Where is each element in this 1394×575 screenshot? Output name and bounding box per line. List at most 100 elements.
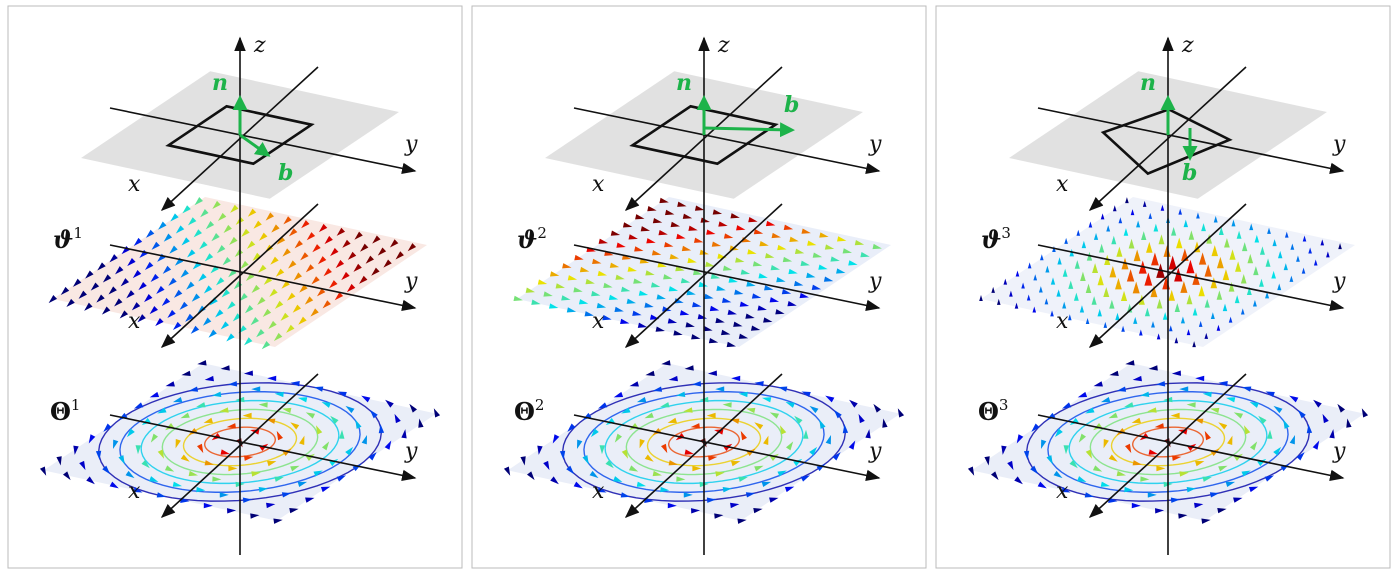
field-arrow [1085,449,1092,459]
field-arrow [1247,253,1254,264]
field-arrow [1077,391,1088,398]
field-arrow [1192,272,1200,285]
field-arrow [150,273,159,283]
y-axis-label: y [1332,269,1346,294]
field-arrow [1253,266,1259,276]
field-arrow [1099,243,1105,253]
potential-index: 3 [999,396,1009,414]
field-arrow [157,407,167,414]
field-arrow [709,305,720,312]
field-arrow [1233,412,1244,419]
field-arrow [1061,402,1072,409]
y-axis-label: y [404,269,418,294]
field-arrow [1228,316,1233,323]
field-arrow [118,455,125,465]
field-arrow [667,417,677,423]
field-arrow [181,370,191,377]
field-arrow [125,470,135,479]
field-arrow [597,486,607,493]
field-arrow [800,260,810,266]
field-arrow [1097,274,1104,286]
z-axis-label: z [253,33,266,58]
field-arrow [359,275,368,284]
potential-label: Θ3 [978,396,1008,426]
field-arrow [227,381,238,387]
field-arrow [1186,402,1196,408]
field-arrow [661,360,671,366]
field-arrow [243,370,253,376]
field-arrow [722,402,732,408]
field-arrow [172,321,182,331]
field-arrow [253,220,262,229]
field-arrow [703,325,713,332]
field-arrow [712,209,723,215]
field-arrow [638,290,649,296]
field-arrow [246,240,256,249]
field-arrow [281,492,292,498]
field-arrow [801,228,811,234]
field-arrow [1139,329,1143,336]
field-arrow [635,214,645,220]
field-arrow [1222,303,1228,312]
field-arrow [283,216,292,225]
field-arrow [223,224,232,234]
field-arrow [361,435,368,445]
field-arrow [313,470,323,477]
field-arrow [1131,417,1141,423]
field-arrow [872,243,882,250]
field-arrow [552,434,560,444]
field-arrow [175,225,185,234]
field-arrow [352,463,362,472]
field-arrow [503,466,511,476]
field-arrow [819,232,829,238]
field-arrow [241,228,250,237]
field-arrow [691,334,701,340]
field-arrow [668,375,678,382]
field-arrow [614,306,624,313]
field-arrow [1186,294,1193,305]
field-arrow [706,497,717,503]
field-arrow [668,460,678,466]
field-arrow [1267,227,1271,234]
field-arrow [1289,395,1299,403]
field-arrow [1306,424,1313,434]
field-arrow [151,241,160,250]
field-arrow [251,386,261,392]
field-arrow [1171,226,1177,236]
field-arrow [731,375,741,382]
field-arrow [680,277,691,284]
field-arrow [811,284,822,290]
field-arrow [354,231,363,240]
field-arrow [112,439,119,449]
field-arrow [561,295,571,301]
field-arrow [812,252,823,258]
field-arrow [660,486,670,493]
field-arrow [156,285,165,295]
field-arrow [149,391,160,398]
field-arrow [304,296,314,305]
field-arrow [1329,429,1335,439]
field-arrow [567,275,578,281]
field-arrow [1073,292,1079,301]
y-axis [573,414,881,482]
field-arrow [395,251,404,260]
field-arrow [728,277,738,283]
field-arrow [752,261,763,267]
field-arrow [651,250,662,256]
field-arrow [161,297,171,307]
field-arrow [800,475,811,482]
field-arrow [1188,230,1195,240]
field-arrow [335,259,345,269]
field-arrow [203,285,213,294]
field-arrow [1209,492,1220,498]
field-arrow [347,251,357,260]
field-arrow [1254,234,1260,243]
field-arrow [1033,274,1038,281]
field-arrow [585,278,595,285]
field-arrow [1271,270,1276,279]
field-arrow [298,316,307,325]
field-arrow [1120,290,1128,301]
field-arrow [313,386,324,392]
field-arrow [1151,321,1155,328]
field-arrow [290,422,300,430]
